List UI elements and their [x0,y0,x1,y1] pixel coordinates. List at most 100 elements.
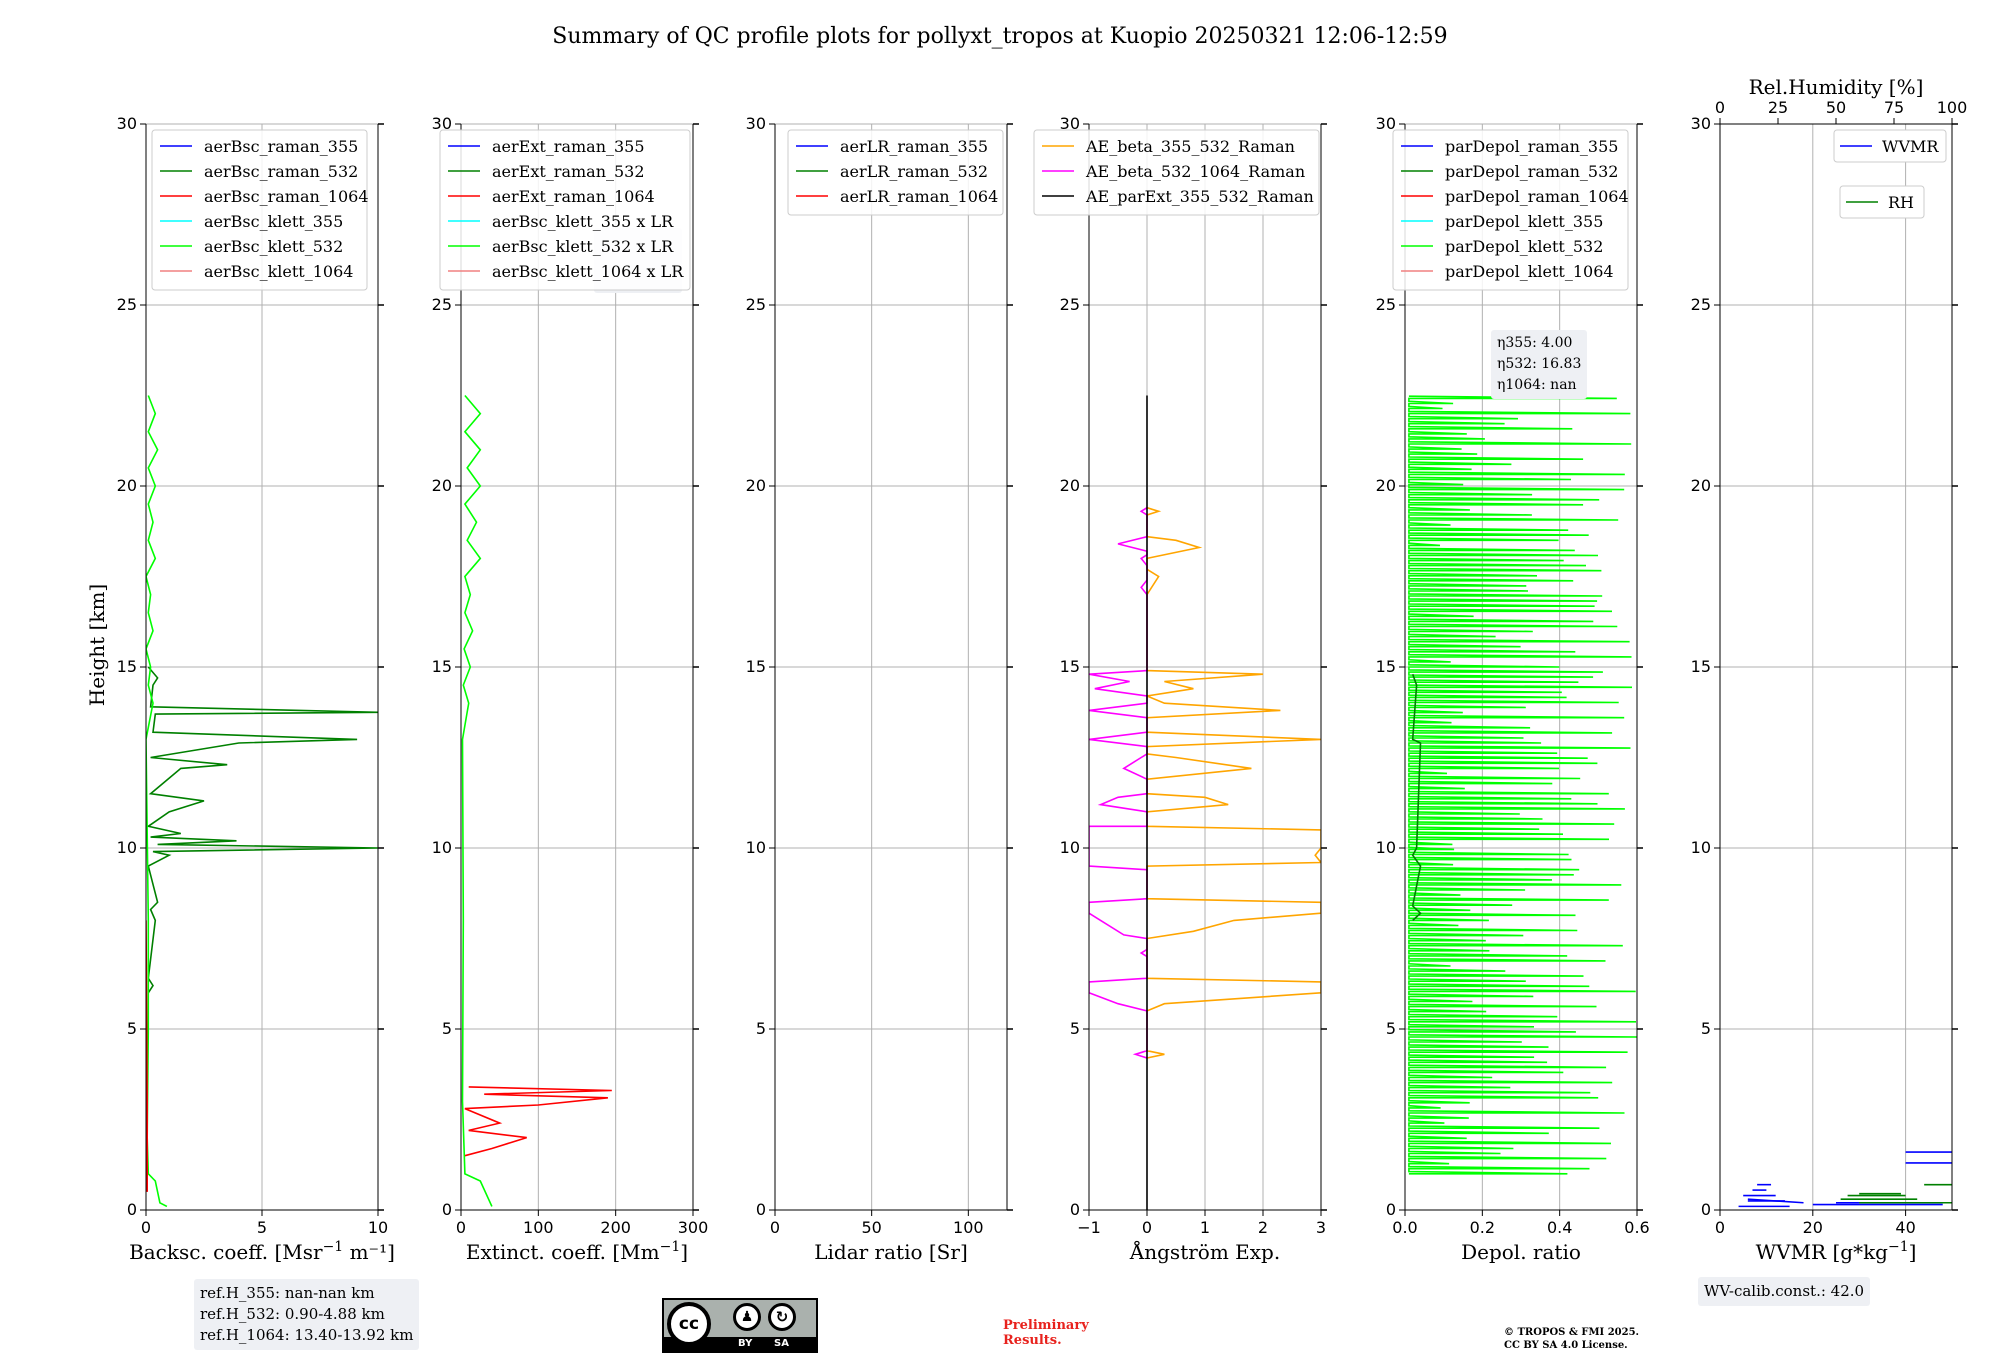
y-tick-label: 25 [1691,295,1711,314]
ref-height-355: ref.H_355: nan-nan km [200,1284,375,1302]
y-tick-label: 5 [127,1019,137,1038]
y-tick-label: 30 [1691,114,1711,133]
y-tick-label: 20 [746,476,766,495]
panel-backscatter: 0 5 10 15 20 25 30 0 5 10 Backsc. coeff. [Msr−1 m⁻… [117,114,395,1264]
x-tick-label: 1 [1200,1218,1210,1237]
y-tick-label: 10 [117,838,137,857]
series-AE_beta_355_532_Raman [1144,506,1321,1059]
y-axis-label: Height [km] [85,584,109,706]
x-tick-label: 40 [1895,1218,1915,1237]
x-axis-label-superscript: −1 [323,1239,344,1255]
legend-label: aerExt_raman_532 [492,162,645,181]
x-tick-label: 10 [368,1218,388,1237]
x-tick-label: 5 [257,1218,267,1237]
wv-calib-const: WV-calib.const.: 42.0 [1704,1282,1865,1300]
panel-depol: 0 5 10 15 20 25 30 0.0 0.2 0.4 0.6 Depol. ratio parD… [1376,114,1650,1264]
cc-icon-label: cc [678,1314,700,1334]
legend-label: aerBsc_klett_1064 [204,262,353,281]
x-axis-label-part: WVMR [g*kg [1756,1240,1889,1264]
legend-frame [787,129,1004,216]
x-tick-label: 300 [678,1218,709,1237]
y-tick-label: 5 [1386,1019,1396,1038]
by-attribution-icon: ♟ [733,1303,761,1331]
y-tick-label: 20 [1376,476,1396,495]
y-tick-label: 20 [117,476,137,495]
legend-label: AE_beta_532_1064_Raman [1085,162,1305,181]
eta-box: η355: 4.00 η532: 16.83 η1064: nan [1491,330,1588,399]
x-axis-label-part: Extinct. coeff. [Mm [466,1240,660,1264]
y-tick-label: 20 [1060,476,1080,495]
y-tick-label: 5 [1701,1019,1711,1038]
y-tick-label: 25 [746,295,766,314]
legend-frame [439,129,691,291]
cc-icon: cc [667,1302,711,1346]
x-axis-label: Extinct. coeff. [Mm−1] [466,1239,688,1264]
x2-tick-label: 50 [1826,98,1846,117]
y-tick-label: 25 [1376,295,1396,314]
series-aerBsc_raman_532 [146,666,378,994]
x-axis-label: WVMR [g*kg−1] [1756,1239,1917,1264]
x-tick-label: 20 [1803,1218,1823,1237]
x-tick-label: 2 [1258,1218,1268,1237]
x2-tick-label: 100 [1937,98,1968,117]
legend-lidar_ratio: aerLR_raman_355 aerLR_raman_532 aerLR_rama… [787,129,1004,216]
y-tick-label: 15 [117,657,137,676]
copyright-line-1: © TROPOS & FMI 2025. [1504,1327,1640,1338]
x-axis-label: Backsc. coeff. [Msr−1 m⁻¹] [129,1239,395,1264]
legend-label: aerBsc_klett_532 [204,237,343,256]
x-tick-label: 0.2 [1470,1218,1495,1237]
eta-532: η532: 16.83 [1497,356,1582,372]
legend-label: aerBsc_raman_355 [204,137,358,156]
wv-calibration-box: WV-calib.const.: 42.0 [1698,1277,1871,1306]
y-tick-label: 20 [432,476,452,495]
legend-label: AE_parExt_355_532_Raman [1085,187,1314,206]
legend-label: parDepol_klett_355 [1445,212,1603,231]
series-aerExt_raman_1064 [464,1086,612,1157]
x-axis-label-part: ] [1909,1240,1917,1264]
x-tick-label: 0 [1142,1218,1152,1237]
x-tick-label: 100 [953,1218,984,1237]
y-tick-label: 15 [1060,657,1080,676]
copyright-note: © TROPOS & FMI 2025. CC BY SA 4.0 Licens… [1504,1326,1639,1352]
legend-label: aerLR_raman_355 [840,137,988,156]
eta-355: η355: 4.00 [1497,335,1573,351]
preliminary-line-2: Results. [1003,1333,1062,1348]
ref-height-1064: ref.H_1064: 13.40-13.92 km [200,1326,414,1344]
legend-label: aerBsc_klett_355 [204,212,343,231]
y-tick-label: 0 [127,1200,137,1219]
y-tick-label: 30 [746,114,766,133]
cc-by-sa-license-badge[interactable]: cc ♟ ↻ BY SA [662,1298,818,1353]
y-tick-label: 15 [746,657,766,676]
by-label: BY [738,1338,753,1349]
x-axis-label-superscript: −1 [660,1239,681,1255]
y-tick-label: 0 [1701,1200,1711,1219]
x-tick-label: 3 [1316,1218,1326,1237]
panel-lidar_ratio: 0 5 10 15 20 25 30 0 50 100 Lidar ratio [Sr] aerLR_… [746,114,1013,1264]
y-tick-label: 15 [1691,657,1711,676]
x-tick-label: 200 [600,1218,631,1237]
x-axis-label-part: Backsc. coeff. [Msr [129,1240,323,1264]
legend-backscatter: aerBsc_raman_355 aerBsc_raman_532 aerBsc_r… [151,129,369,291]
legend-label: parDepol_raman_1064 [1445,187,1629,206]
y-tick-label: 30 [432,114,452,133]
preliminary-results-note: Preliminary Results. [1003,1318,1089,1348]
x-tick-label: 0 [770,1218,780,1237]
reference-height-box: ref.H_355: nan-nan km ref.H_532: 0.90-4.… [194,1279,420,1350]
series-parDepol_klett_532 [1408,395,1637,1175]
x-tick-label: 50 [861,1218,881,1237]
legend-RH: RH [1839,185,1925,219]
legend-frame [1833,129,1947,163]
legend-WVMR: WVMR [1833,129,1947,163]
x2-tick-label: 25 [1768,98,1788,117]
copyright-line-2: CC BY SA 4.0 License. [1504,1340,1628,1351]
y-tick-label: 20 [1691,476,1711,495]
legend-extinction: aerExt_raman_355 aerExt_raman_532 aerExt_r… [439,129,691,293]
y-tick-label: 10 [1376,838,1396,857]
legend-label: parDepol_klett_532 [1445,237,1603,256]
legend-frame [1392,129,1629,291]
y-tick-label: 25 [1060,295,1080,314]
legend-label: aerLR_raman_532 [840,162,988,181]
series-AE_beta_532_1064_Raman [1089,507,1148,1059]
